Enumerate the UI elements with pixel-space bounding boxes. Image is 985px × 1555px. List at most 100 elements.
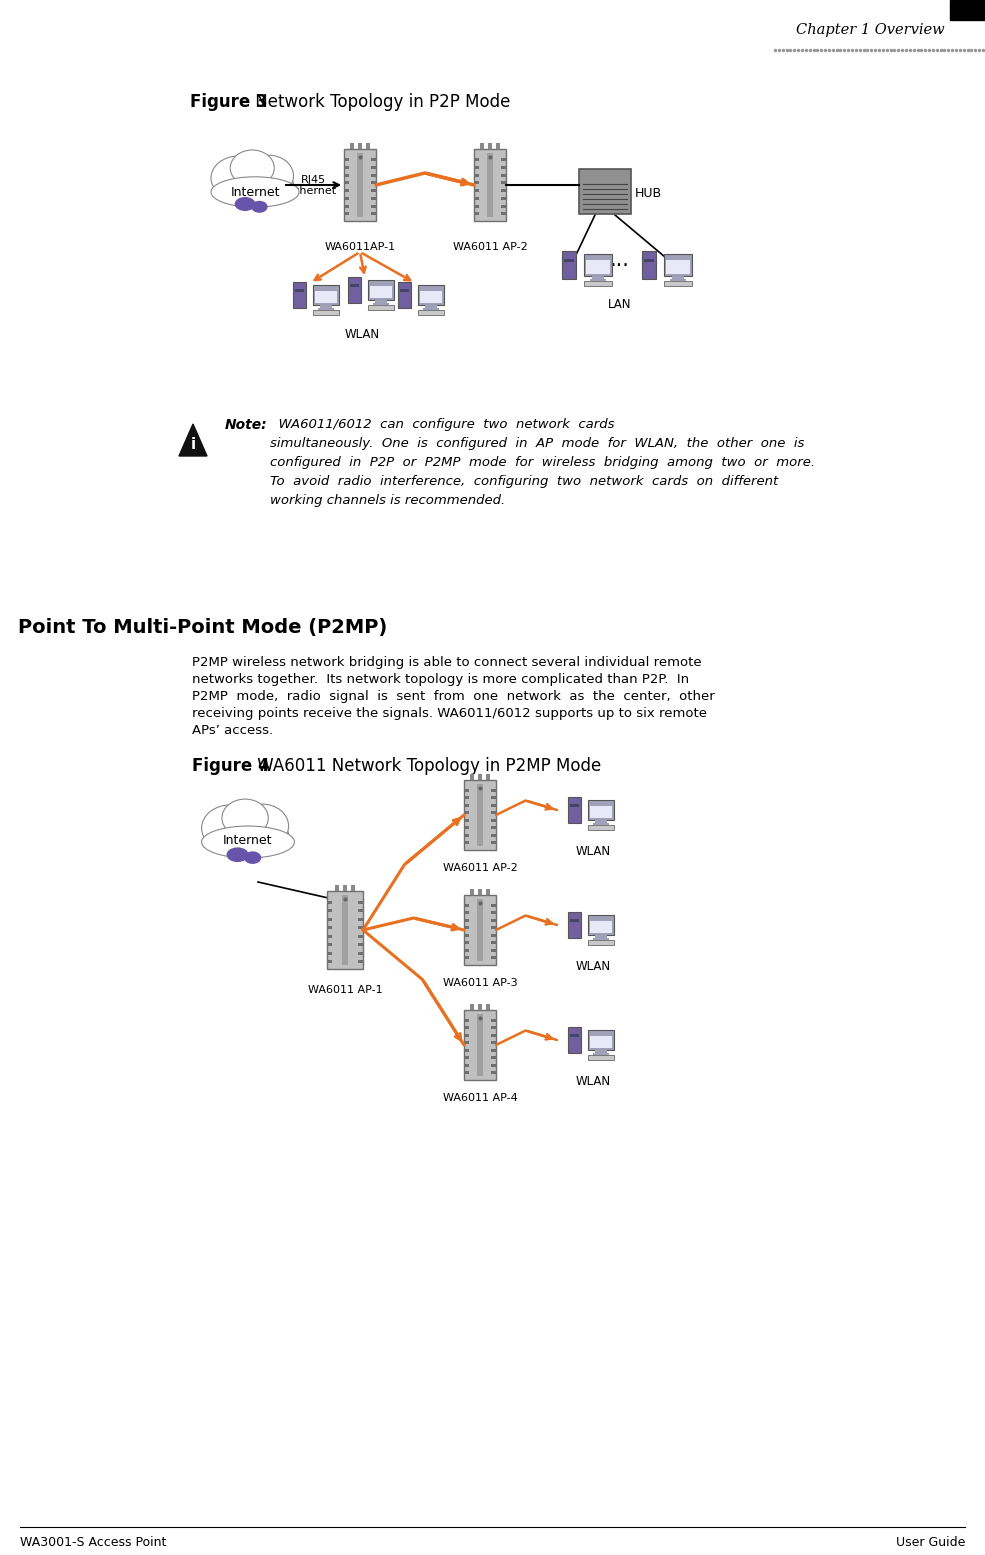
Ellipse shape bbox=[211, 156, 266, 201]
Bar bbox=[293, 281, 306, 308]
Bar bbox=[588, 1029, 614, 1050]
Bar bbox=[592, 275, 604, 280]
Bar bbox=[644, 260, 654, 261]
Bar bbox=[491, 919, 496, 922]
Bar bbox=[672, 275, 684, 280]
Bar bbox=[464, 941, 469, 944]
Bar bbox=[501, 166, 506, 169]
Bar bbox=[371, 180, 376, 183]
Text: Note:: Note: bbox=[225, 418, 268, 432]
Bar bbox=[491, 804, 496, 807]
Bar bbox=[501, 180, 506, 183]
Text: WA6011 Network Topology in P2MP Mode: WA6011 Network Topology in P2MP Mode bbox=[252, 757, 601, 774]
Bar bbox=[595, 1050, 607, 1054]
Bar bbox=[488, 143, 492, 149]
Bar bbox=[491, 788, 496, 791]
Bar bbox=[501, 205, 506, 208]
Bar bbox=[491, 833, 496, 837]
Bar bbox=[371, 174, 376, 177]
Bar bbox=[370, 286, 392, 299]
Bar bbox=[464, 1019, 469, 1022]
Bar bbox=[664, 253, 692, 275]
Bar bbox=[477, 1014, 483, 1076]
Bar bbox=[344, 205, 349, 208]
Ellipse shape bbox=[227, 847, 248, 861]
Bar bbox=[570, 1034, 579, 1037]
Bar bbox=[350, 143, 354, 149]
Bar bbox=[570, 919, 579, 922]
Bar bbox=[486, 774, 490, 781]
Bar bbox=[590, 921, 612, 933]
Bar bbox=[477, 784, 483, 846]
Bar bbox=[464, 1034, 469, 1037]
Bar bbox=[642, 250, 656, 278]
Bar bbox=[491, 903, 496, 907]
Text: P2MP  mode,  radio  signal  is  sent  from  one  network  as  the  center,  othe: P2MP mode, radio signal is sent from one… bbox=[192, 690, 715, 703]
Ellipse shape bbox=[202, 826, 295, 858]
Bar bbox=[474, 211, 479, 215]
Bar bbox=[464, 949, 469, 952]
Bar bbox=[327, 900, 332, 903]
Text: WLAN: WLAN bbox=[575, 959, 611, 973]
Text: WA6011 AP-2: WA6011 AP-2 bbox=[442, 863, 517, 872]
Bar bbox=[315, 291, 337, 303]
Bar bbox=[344, 190, 349, 191]
Bar bbox=[477, 899, 483, 961]
Bar bbox=[371, 190, 376, 191]
Ellipse shape bbox=[230, 149, 274, 187]
Bar bbox=[491, 1064, 496, 1067]
Bar bbox=[486, 889, 490, 896]
Bar bbox=[491, 925, 496, 928]
Bar bbox=[491, 935, 496, 938]
Bar bbox=[420, 291, 442, 303]
Bar bbox=[327, 910, 332, 911]
Bar bbox=[478, 774, 482, 781]
Bar bbox=[595, 935, 607, 939]
Bar bbox=[358, 959, 363, 963]
Bar bbox=[368, 305, 394, 309]
Bar bbox=[464, 911, 469, 914]
Bar bbox=[491, 1026, 496, 1029]
Bar bbox=[464, 896, 496, 966]
Bar bbox=[470, 774, 474, 781]
Bar bbox=[371, 211, 376, 215]
Bar bbox=[464, 788, 469, 791]
Bar bbox=[464, 1011, 496, 1081]
Ellipse shape bbox=[222, 799, 268, 837]
Bar bbox=[568, 1026, 581, 1053]
Bar bbox=[327, 942, 332, 945]
Bar bbox=[366, 143, 370, 149]
Bar bbox=[344, 211, 349, 215]
Bar bbox=[327, 891, 363, 969]
Bar bbox=[595, 819, 607, 824]
Bar bbox=[423, 308, 439, 309]
Bar bbox=[358, 910, 363, 911]
Bar bbox=[327, 935, 332, 938]
Bar bbox=[373, 303, 389, 305]
Bar bbox=[358, 942, 363, 945]
Bar bbox=[474, 197, 479, 201]
Bar bbox=[593, 938, 609, 941]
Text: Network Topology in P2P Mode: Network Topology in P2P Mode bbox=[250, 93, 510, 110]
Bar bbox=[398, 281, 411, 308]
Ellipse shape bbox=[236, 804, 289, 847]
Bar bbox=[464, 833, 469, 837]
Bar bbox=[491, 956, 496, 959]
Bar bbox=[418, 285, 444, 305]
Bar bbox=[491, 819, 496, 823]
Bar bbox=[358, 952, 363, 955]
Bar bbox=[570, 804, 579, 807]
Bar bbox=[491, 1034, 496, 1037]
Bar bbox=[501, 197, 506, 201]
Bar bbox=[344, 159, 349, 162]
Bar bbox=[464, 804, 469, 807]
Bar bbox=[371, 166, 376, 169]
Bar bbox=[464, 841, 469, 844]
Bar bbox=[400, 289, 409, 292]
Bar bbox=[501, 190, 506, 191]
Bar bbox=[470, 1005, 474, 1011]
Text: P2MP wireless network bridging is able to connect several individual remote: P2MP wireless network bridging is able t… bbox=[192, 656, 701, 669]
Text: networks together.  Its network topology is more complicated than P2P.  In: networks together. Its network topology … bbox=[192, 673, 689, 686]
Bar bbox=[464, 1040, 469, 1043]
Bar bbox=[343, 885, 347, 891]
